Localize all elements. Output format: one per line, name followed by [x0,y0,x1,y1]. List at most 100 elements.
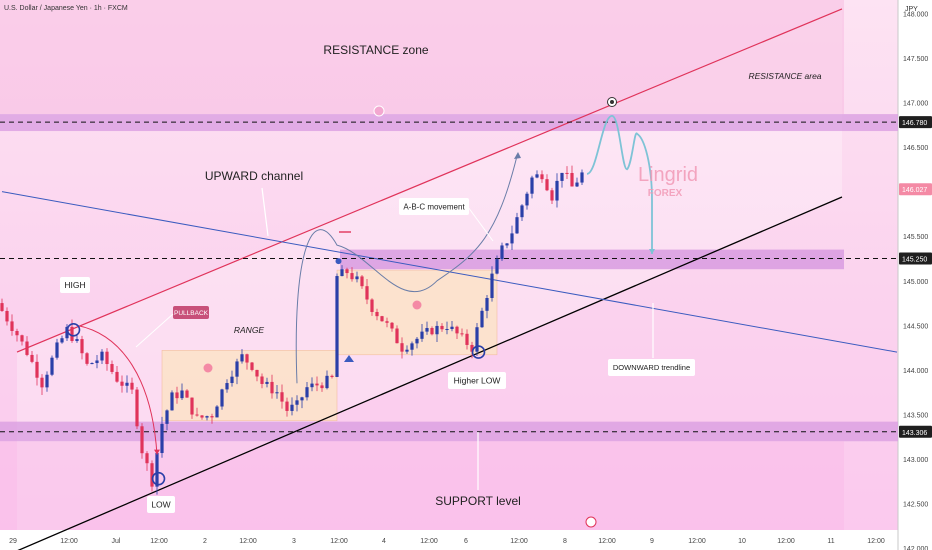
candle-body [0,303,4,311]
candle [180,383,184,400]
candle-body [250,362,254,370]
support-band [0,421,898,442]
low-label-bg [147,496,175,513]
candle-body [305,387,309,398]
candle [510,225,514,250]
downward-trendline-label: DOWNWARD trendline [608,359,695,376]
candle-body [575,182,579,187]
candle [420,324,424,342]
watermark-brand: Lingrid [638,164,698,186]
candle [355,271,359,283]
pullback-curve [76,324,158,455]
y-tick-label: 142.500 [903,502,928,509]
lightning-icon [585,516,597,528]
candle-body [165,410,169,424]
candle [345,267,349,279]
candle-body [130,382,134,390]
support-level-label: SUPPORT level [435,494,521,508]
candle [340,265,344,277]
abc-movement-label-bg [399,198,469,215]
candle-body [60,338,64,343]
candle-body [280,392,284,402]
candle-body [195,414,199,416]
candle-body [395,328,399,344]
candle-body [470,344,474,352]
candle-body [435,325,439,335]
low-label: LOW [147,496,175,513]
candle-body [540,174,544,180]
higher-low-label: Higher LOW [448,372,506,389]
candle [370,298,374,316]
candle-body [50,357,54,375]
x-tick-label: 12:00 [150,538,168,545]
lower-channel-line[interactable] [17,196,843,550]
candle [460,328,464,337]
candle [65,324,69,342]
candle-body [175,392,179,399]
candle [480,307,484,328]
candle [400,337,404,359]
x-tick-label: 4 [382,538,386,545]
candle [15,328,19,342]
candle-body [330,375,334,377]
candle [230,370,234,387]
level-tag: 143.306 [899,425,932,438]
low-label-text: LOW [151,500,170,510]
level-tag-bg [899,425,932,438]
candle-body [525,193,529,206]
x-tick-label: 6 [464,538,468,545]
candle [210,413,214,424]
candle-body [480,310,484,328]
candle-body [350,273,354,280]
candle [215,405,219,418]
candle-body [535,174,539,178]
candle-body [135,389,139,427]
candle-body [555,180,559,201]
candle-body [205,416,209,418]
watermark-sub: FOREX [648,188,683,199]
candle-body [110,364,114,372]
candle [350,267,354,282]
candle-body [220,389,224,407]
candle [0,298,4,312]
level-tag: 146.027 [899,183,932,196]
candle-body [20,335,24,342]
upper-channel-line[interactable] [16,8,843,353]
candle-body [505,243,509,246]
pullback-label-bg [173,306,209,319]
down-arrow-icon [373,105,385,117]
pullback-label-text: PULLBACK [174,310,209,317]
candle-body [10,321,14,331]
candle-body [485,298,489,311]
abc-movement-label: A-B-C movement [399,198,469,215]
candle [445,321,449,335]
candle [225,379,229,393]
support-zone [0,441,844,530]
candle [185,389,189,398]
candle-body [190,397,194,415]
higher-low-marker [471,345,486,359]
snail-icon [203,363,213,373]
projection-arrowhead [649,249,655,255]
candle [165,409,169,431]
candle-body [65,326,69,339]
candle-body [325,375,329,389]
candle [315,376,319,392]
downward-trendline-label-bg [608,359,695,376]
candle [560,172,564,188]
candle [40,374,44,396]
candle-body [430,328,434,335]
candle-body [240,354,244,362]
candle-body [155,453,159,487]
candle [140,423,144,459]
candle [105,348,109,371]
y-tick-label: 146.500 [903,145,928,152]
candle-body [115,371,119,382]
candle-body [345,269,349,274]
candle-body [445,329,449,331]
candle-body [25,341,29,355]
x-tick-label: 3 [292,538,296,545]
candle-body [200,415,204,418]
